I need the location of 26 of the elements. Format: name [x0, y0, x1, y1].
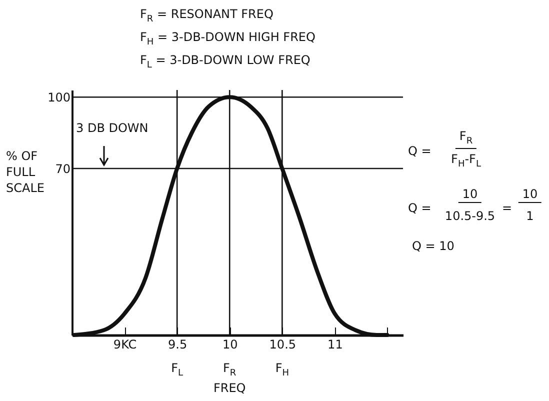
- x-axis-title: FREQ: [213, 381, 246, 395]
- text: =: [502, 201, 512, 215]
- text: F$_{H}$-F$_{L}$: [451, 152, 481, 170]
- text: 10: [518, 187, 542, 203]
- text: Q =: [408, 144, 432, 158]
- x-tick-label: 11: [328, 338, 343, 352]
- text: F$_{H}$ = 3-DB-DOWN HIGH FREQ: [140, 30, 316, 48]
- y-tick-label: 100: [48, 90, 70, 105]
- text: 1: [526, 209, 534, 223]
- text: F$_{R}$: [455, 129, 477, 150]
- y-axis-title: % OF FULL SCALE: [6, 148, 46, 197]
- text: F$_{R}$: [223, 361, 236, 378]
- text: 10: [458, 187, 482, 203]
- text: Q = 10: [412, 239, 454, 253]
- annotation: 3 DB DOWN: [76, 121, 148, 135]
- x-tick-label: 9KC: [113, 338, 137, 352]
- text: 10.5-9.5: [444, 209, 496, 223]
- text: F$_{L}$ = 3-DB-DOWN LOW FREQ: [140, 53, 310, 70]
- x-tick-label: 9.5: [168, 338, 188, 352]
- text: Q =: [408, 201, 432, 215]
- x-tick-label: 10: [222, 338, 238, 352]
- text: F$_{L}$: [171, 361, 184, 378]
- text: F$_{H}$: [275, 361, 289, 378]
- text: F$_{R}$ = RESONANT FREQ: [140, 7, 274, 24]
- y-tick-label: 70: [55, 162, 70, 176]
- x-tick-label: 10.5: [269, 338, 296, 352]
